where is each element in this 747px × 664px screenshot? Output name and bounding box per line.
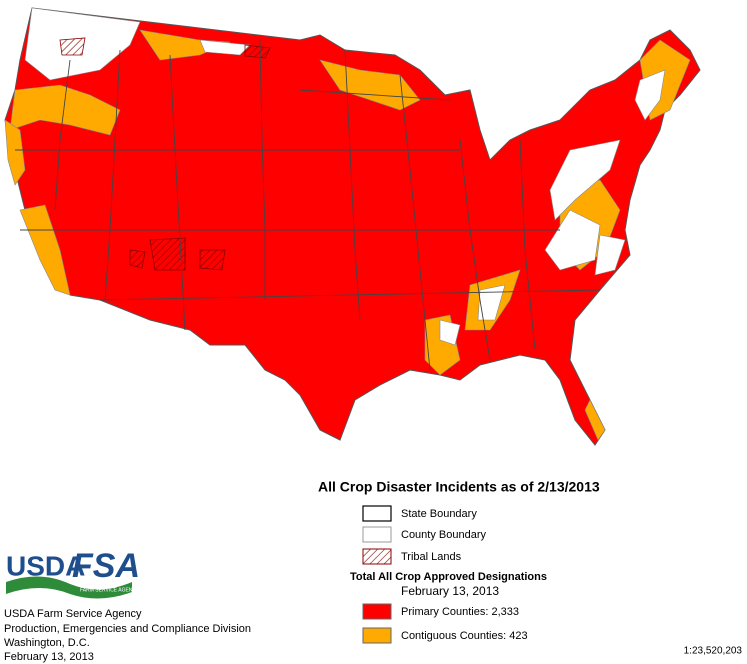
agency-block: USDA Farm Service Agency Production, Eme…	[4, 608, 251, 663]
designations-title: Total All Crop Approved Designations	[350, 571, 547, 583]
boundary-legend: State Boundary County Boundary Tribal La…	[362, 505, 486, 565]
legend-label: Primary Counties: 2,333	[401, 606, 519, 618]
map-title: All Crop Disaster Incidents as of 2/13/2…	[318, 479, 600, 495]
state-boundaries	[15, 39, 601, 371]
legend-label: State Boundary	[401, 508, 477, 520]
logo-swoosh	[6, 576, 132, 599]
logo-tagline: FARM SERVICE AGENCY	[80, 587, 140, 593]
legend-label: Tribal Lands	[401, 551, 462, 563]
primary-area	[4, 7, 701, 446]
tribal-lands-swatch	[362, 548, 392, 565]
agency-line: USDA Farm Service Agency	[4, 608, 142, 620]
usda-fsa-logo: USDA FSA FARM SERVICE AGENCY	[6, 547, 140, 599]
designation-legend: Primary Counties: 2,333 Contiguous Counti…	[362, 603, 528, 644]
designation-swatch	[362, 603, 392, 620]
designation-swatch	[362, 627, 392, 644]
legend-label: Contiguous Counties: 423	[401, 630, 528, 642]
county-boundary-swatch	[362, 526, 392, 543]
map-scale: 1:23,520,203	[684, 646, 743, 657]
designations-date: February 13, 2013	[401, 584, 499, 598]
us-map	[4, 7, 701, 446]
agency-line: February 13, 2013	[4, 651, 94, 663]
legend-label: County Boundary	[401, 529, 486, 541]
agency-line: Washington, D.C.	[4, 637, 90, 649]
agency-line: Production, Emergencies and Compliance D…	[4, 623, 251, 635]
tribal-lands	[59, 37, 271, 271]
logo-usda: USDA	[6, 550, 85, 581]
logo-fsa: FSA	[72, 547, 140, 585]
state-boundary-swatch	[362, 505, 392, 522]
